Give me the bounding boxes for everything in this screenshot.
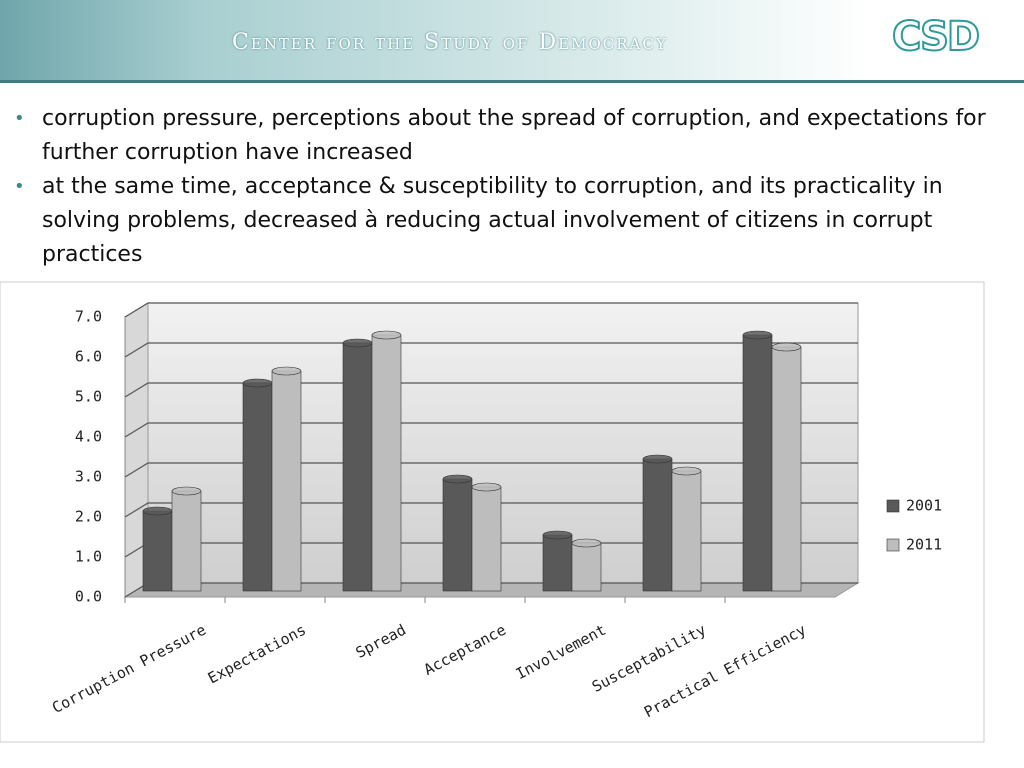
y-tick-label: 3.0 <box>75 468 102 486</box>
bar <box>671 470 702 592</box>
bar-top <box>171 486 202 496</box>
bar <box>242 382 273 592</box>
legend-swatch <box>886 538 900 552</box>
bar-top <box>642 454 673 464</box>
bar <box>371 334 402 592</box>
bar-top <box>371 330 402 340</box>
y-tick-label: 0.0 <box>75 588 102 606</box>
grid-line <box>124 382 858 398</box>
header-title: Center for the Study of Democracy <box>232 30 668 55</box>
y-tick-label: 2.0 <box>75 508 102 526</box>
bar-top <box>271 366 302 376</box>
bar-top <box>671 466 702 476</box>
legend-label: 2011 <box>906 536 942 554</box>
legend-swatch <box>886 499 900 513</box>
bullet: at the same time, acceptance & susceptib… <box>14 170 1014 272</box>
bar-top <box>742 330 773 340</box>
bar <box>471 486 502 592</box>
grid-line <box>124 462 858 478</box>
bar-top <box>142 506 173 516</box>
bar <box>571 542 602 592</box>
y-tick-label: 6.0 <box>75 348 102 366</box>
bar <box>442 478 473 592</box>
bar-top <box>442 474 473 484</box>
bar-top <box>471 482 502 492</box>
bar-top <box>342 338 373 348</box>
legend-label: 2001 <box>906 497 942 515</box>
bullet: corruption pressure, perceptions about t… <box>14 102 1014 170</box>
bar-top <box>771 342 802 352</box>
bar-top <box>571 538 602 548</box>
grid-line <box>124 422 858 438</box>
grid-line <box>124 502 858 518</box>
bar <box>742 334 773 592</box>
bar <box>171 490 202 592</box>
grid-line <box>124 302 858 318</box>
y-tick-label: 5.0 <box>75 388 102 406</box>
header: Center for the Study of Democracy CSD <box>0 0 1024 83</box>
grid-line <box>124 342 858 358</box>
y-tick-label: 4.0 <box>75 428 102 446</box>
y-tick-label: 7.0 <box>75 308 102 326</box>
bar-top <box>242 378 273 388</box>
bar <box>771 346 802 592</box>
bar-top <box>542 530 573 540</box>
bar <box>142 510 173 592</box>
bar <box>342 342 373 592</box>
bar <box>271 370 302 592</box>
y-tick-label: 1.0 <box>75 548 102 566</box>
bullet-list: corruption pressure, perceptions about t… <box>14 102 1014 272</box>
bar <box>642 458 673 592</box>
bar <box>542 534 573 592</box>
logo: CSD <box>891 13 981 61</box>
